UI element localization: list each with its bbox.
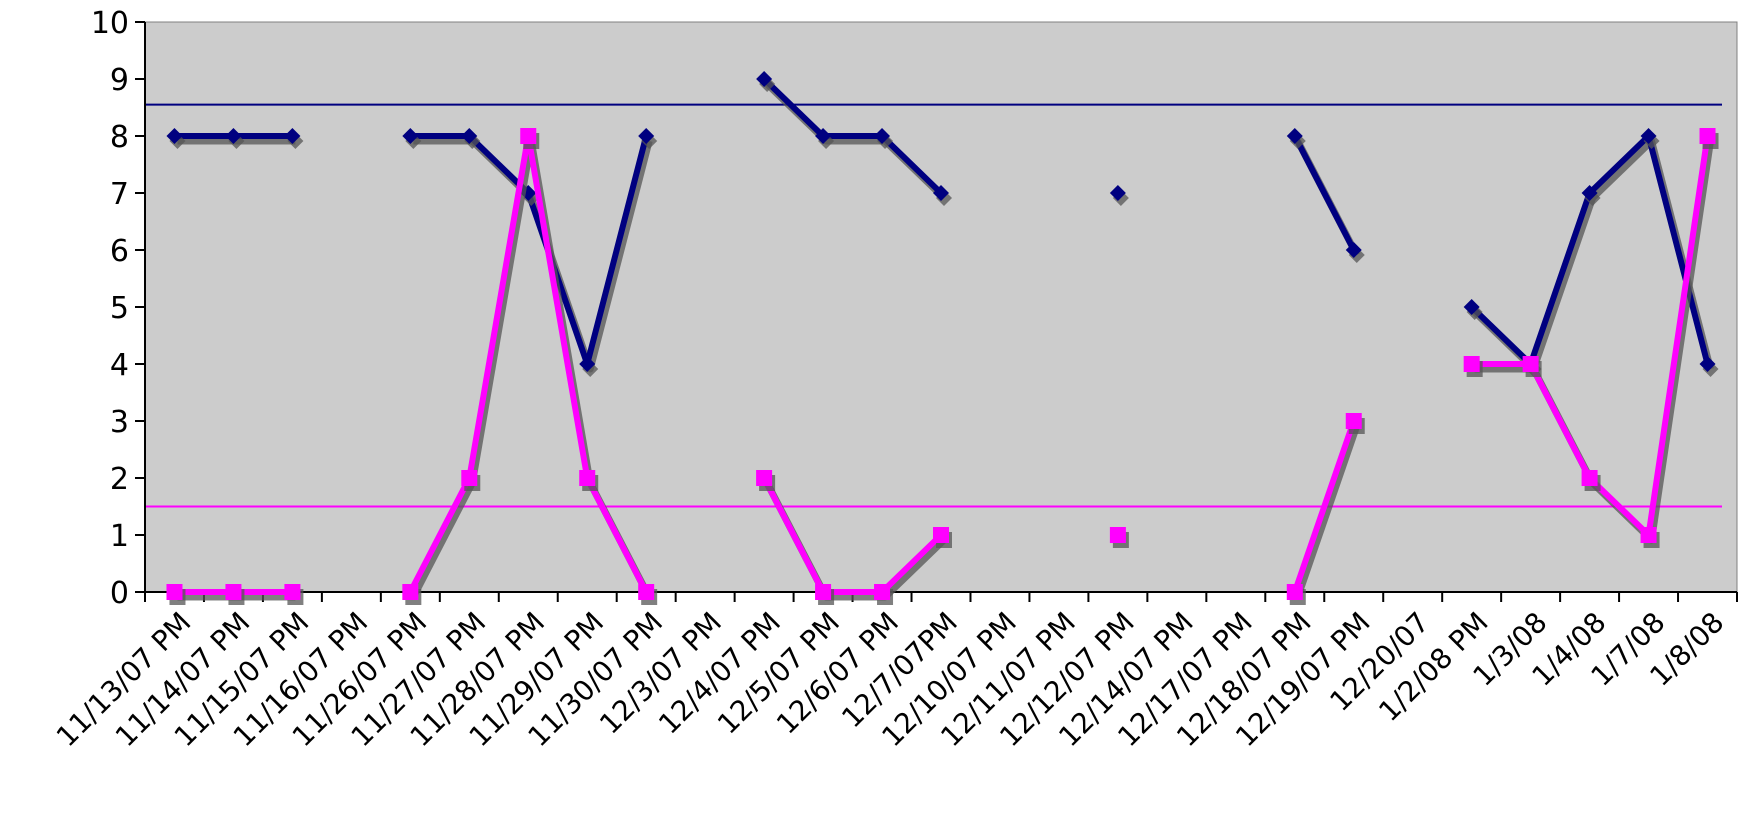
y-tick-label: 2 — [110, 462, 129, 497]
series-2-point — [638, 584, 655, 600]
y-tick-label: 5 — [110, 291, 129, 326]
y-tick-label: 0 — [110, 576, 129, 611]
y-tick-label: 8 — [110, 120, 129, 155]
series-2-point — [284, 584, 301, 600]
series-2-point — [874, 584, 891, 600]
series-2-point — [1463, 356, 1480, 372]
series-1-point — [225, 128, 242, 144]
series-1-point — [756, 71, 773, 87]
series-2-point — [1699, 128, 1716, 144]
series-2-point — [166, 584, 183, 600]
y-tick-label: 1 — [110, 519, 129, 554]
series-2-point — [461, 470, 478, 486]
series-2-point — [1345, 413, 1362, 429]
y-tick-label: 10 — [91, 6, 129, 41]
series-2-point — [520, 128, 537, 144]
series-2-point — [1640, 527, 1657, 543]
series-1-point — [815, 128, 832, 144]
series-1-point — [1581, 185, 1598, 201]
series-2-point — [756, 470, 773, 486]
series-1-point — [461, 128, 478, 144]
series-2-shadow — [1294, 424, 1361, 599]
series-1-point — [284, 128, 301, 144]
series-1-point — [874, 128, 891, 144]
series-1 — [166, 71, 1719, 377]
series-2 — [166, 128, 1719, 605]
y-tick-label: 3 — [110, 405, 129, 440]
y-tick-label: 6 — [110, 234, 129, 269]
series-1-line — [1292, 134, 1357, 252]
series-2-point — [1522, 356, 1539, 372]
series-1-point — [579, 356, 596, 372]
series-1-point — [1699, 356, 1716, 372]
y-tick-label: 7 — [110, 177, 129, 212]
series-2-point — [579, 470, 596, 486]
series-1-point — [1345, 242, 1362, 258]
series-2-point — [815, 584, 832, 600]
series-1-point — [1286, 128, 1303, 144]
series-1-line — [762, 76, 944, 196]
series-2-point — [402, 584, 419, 600]
y-tick-label: 4 — [110, 348, 129, 383]
series-2-line — [761, 476, 944, 595]
series-1-point — [166, 128, 183, 144]
series-1-point — [933, 185, 949, 201]
series-1-point — [638, 128, 655, 144]
series-1-point — [1109, 185, 1126, 201]
series-2-point — [1286, 584, 1303, 600]
series-1-point — [402, 128, 419, 144]
series-2-point — [933, 527, 949, 543]
series-2-point — [225, 584, 242, 600]
series-1-point — [1640, 128, 1657, 144]
series-2-line — [1291, 420, 1357, 593]
series-2-point — [1109, 527, 1126, 543]
series-1-point — [1463, 299, 1480, 315]
y-tick-label: 9 — [110, 63, 129, 98]
series-2-point — [1581, 470, 1598, 486]
